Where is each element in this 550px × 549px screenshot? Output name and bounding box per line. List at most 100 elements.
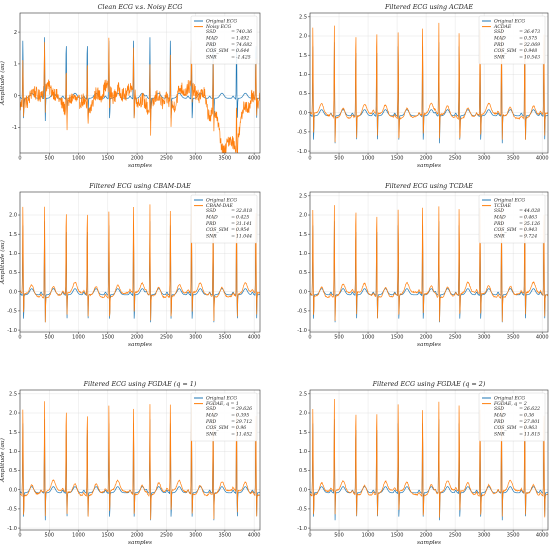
- metric-value: 0.575: [524, 36, 537, 42]
- metric-label: SNR: [494, 54, 505, 60]
- x-axis-label: samples: [417, 163, 441, 169]
- metric-value: 740.36: [236, 29, 252, 35]
- metric-label: PRD: [205, 419, 217, 425]
- metric-value: 11.452: [236, 431, 252, 437]
- metric-value: 0.943: [524, 227, 537, 233]
- metric-label: SSD: [206, 29, 216, 35]
- x-tick-label: 3500: [507, 533, 520, 539]
- x-tick-label: 1500: [391, 156, 404, 162]
- x-tick-label: 1500: [101, 533, 114, 539]
- y-axis-label: Amplitude (au): [0, 240, 6, 285]
- metric-value: 0.963: [524, 425, 537, 431]
- metric-label: MAD: [493, 36, 506, 42]
- y-tick-label: 2.0: [9, 411, 17, 417]
- x-tick-label: 3000: [189, 156, 202, 162]
- legend-entry: Original ECG: [206, 19, 237, 25]
- x-tick-label: 1000: [362, 533, 375, 539]
- x-tick-label: 2000: [131, 335, 144, 341]
- metric-value: 0.395: [236, 413, 249, 419]
- y-tick-label: -1: [12, 125, 17, 131]
- x-tick-label: 2000: [420, 156, 433, 162]
- legend-entry: Original ECG: [494, 19, 525, 25]
- metric-label: PRD: [493, 42, 505, 48]
- metric-equals: =: [519, 30, 523, 35]
- metric-label: MAD: [205, 36, 218, 42]
- ecg-panel-6: 0 500 1000 1500 2000 2500 3000 3500 4000-1.0-0.5…: [297, 380, 548, 546]
- metric-equals: =: [231, 55, 235, 60]
- x-tick-label: 500: [44, 533, 54, 539]
- chart-title: Filtered ECG using CBAM-DAE: [88, 182, 191, 190]
- x-tick-label: 2500: [449, 156, 462, 162]
- metric-equals: =: [519, 49, 523, 54]
- x-tick-label: 3000: [478, 335, 491, 341]
- metric-label: SSD: [494, 29, 504, 35]
- x-tick-label: 2500: [449, 335, 462, 341]
- metric-equals: =: [231, 407, 235, 412]
- metric-label: COS_SIM: [494, 425, 517, 431]
- metric-value: 0.36: [524, 413, 534, 419]
- y-tick-label: 0.5: [299, 270, 307, 276]
- metric-value: 74.682: [236, 42, 252, 48]
- metric-equals: =: [519, 209, 523, 214]
- metric-label: COS_SIM: [206, 425, 229, 431]
- x-tick-label: 2500: [449, 533, 462, 539]
- metric-label: SSD: [206, 208, 216, 214]
- metric-value: 0.96: [236, 425, 246, 431]
- metric-equals: =: [519, 43, 523, 48]
- x-tick-label: 0: [18, 156, 21, 162]
- metric-label: SNR: [494, 233, 505, 239]
- metric-label: PRD: [205, 42, 217, 48]
- x-tick-label: 500: [334, 156, 344, 162]
- x-tick-label: 3000: [478, 533, 491, 539]
- y-tick-label: -0.5: [7, 309, 17, 315]
- y-tick-label: -1.0: [297, 328, 307, 334]
- y-tick-label: -0.5: [297, 130, 307, 136]
- x-tick-label: 2000: [420, 533, 433, 539]
- y-tick-label: 0.0: [9, 487, 17, 493]
- y-tick-label: 2.5: [299, 15, 307, 21]
- x-tick-label: 1500: [391, 335, 404, 341]
- ecg-panel-4: 0 500 1000 1500 2000 2500 3000 3500 4000 -1.0 -0.5…: [297, 182, 548, 348]
- metric-equals: =: [231, 234, 235, 239]
- metric-equals: =: [231, 414, 235, 419]
- y-tick-label: 1.0: [9, 251, 17, 257]
- legend-entry: Original ECG: [206, 396, 237, 402]
- metric-label: SNR: [206, 431, 217, 437]
- metric-equals: =: [519, 228, 523, 233]
- metric-label: PRD: [205, 221, 217, 227]
- x-tick-label: 500: [44, 156, 54, 162]
- x-tick-label: 3000: [478, 156, 491, 162]
- y-tick-label: 1.0: [299, 449, 307, 455]
- y-tick-label: 2.0: [9, 213, 17, 219]
- x-axis-label: samples: [417, 540, 441, 546]
- x-tick-label: 1000: [362, 156, 375, 162]
- x-tick-label: 3500: [219, 533, 232, 539]
- y-tick-label: 0.0: [299, 110, 307, 116]
- chart-title: Filtered ECG using ACDAE: [384, 3, 473, 11]
- metric-label: COS_SIM: [494, 48, 517, 54]
- metric-equals: =: [231, 216, 235, 221]
- y-tick-label: 0.0: [299, 487, 307, 493]
- x-axis-label: samples: [128, 163, 152, 169]
- metric-value: 31.141: [236, 221, 252, 227]
- x-tick-label: 500: [334, 335, 344, 341]
- chart-title: Filtered ECG using FGDAE (q = 2): [372, 380, 486, 388]
- metric-label: COS_SIM: [494, 227, 517, 233]
- ecg-panel-1: 0 500 1000 1500 2000 2500 3000 3500 4000 -1 0 1 2 Cle…: [0, 3, 261, 169]
- x-tick-label: 3500: [507, 156, 520, 162]
- x-axis-label: samples: [128, 342, 152, 348]
- metric-equals: =: [519, 234, 523, 239]
- metric-value: 44.028: [523, 208, 540, 214]
- metric-value: 10.543: [524, 54, 540, 60]
- y-tick-label: 1.0: [299, 72, 307, 78]
- metric-equals: =: [231, 30, 235, 35]
- y-axis-label: Amplitude (au): [0, 61, 6, 106]
- x-tick-label: 4000: [536, 533, 549, 539]
- metric-equals: =: [519, 222, 523, 227]
- legend-entry: Original ECG: [206, 198, 237, 204]
- x-tick-label: 500: [334, 533, 344, 539]
- metric-value: -1.425: [236, 54, 251, 60]
- y-tick-label: 0.5: [299, 91, 307, 97]
- metric-label: SNR: [206, 54, 217, 60]
